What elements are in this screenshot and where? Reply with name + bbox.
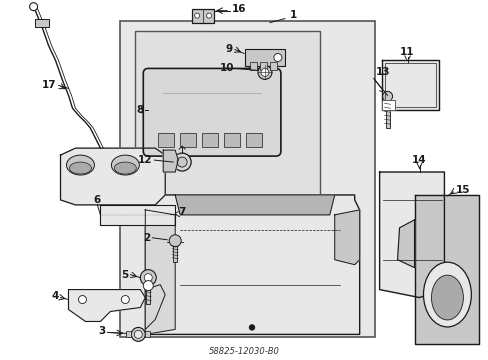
Text: 13: 13 bbox=[375, 67, 389, 77]
Text: 7: 7 bbox=[178, 207, 185, 217]
Ellipse shape bbox=[66, 155, 94, 175]
Text: 10: 10 bbox=[219, 63, 234, 73]
Circle shape bbox=[143, 280, 153, 291]
Polygon shape bbox=[145, 210, 175, 334]
Circle shape bbox=[194, 13, 199, 18]
Bar bbox=[269, 62, 276, 71]
Ellipse shape bbox=[430, 275, 463, 320]
Circle shape bbox=[273, 54, 281, 62]
Polygon shape bbox=[175, 195, 334, 215]
Bar bbox=[146, 285, 150, 303]
Bar bbox=[244, 49, 285, 67]
Circle shape bbox=[121, 296, 129, 303]
Text: 3: 3 bbox=[98, 327, 105, 336]
Bar bbox=[260, 62, 266, 71]
Circle shape bbox=[134, 330, 142, 338]
Ellipse shape bbox=[69, 162, 91, 174]
Circle shape bbox=[140, 270, 156, 285]
Text: 8: 8 bbox=[136, 105, 143, 115]
Polygon shape bbox=[163, 150, 178, 172]
Bar bbox=[135, 31, 319, 195]
Polygon shape bbox=[145, 285, 165, 329]
Bar bbox=[120, 21, 374, 337]
Text: 58825-12030-B0: 58825-12030-B0 bbox=[208, 347, 279, 356]
Bar bbox=[126, 332, 131, 337]
Bar bbox=[173, 242, 177, 262]
Circle shape bbox=[169, 235, 181, 247]
Polygon shape bbox=[379, 172, 444, 298]
Bar bbox=[385, 100, 389, 128]
Text: 11: 11 bbox=[400, 48, 414, 58]
Text: 6: 6 bbox=[94, 195, 101, 205]
Bar bbox=[202, 133, 218, 147]
Text: 15: 15 bbox=[454, 185, 469, 195]
Polygon shape bbox=[68, 289, 145, 321]
Polygon shape bbox=[381, 100, 394, 110]
Circle shape bbox=[206, 13, 211, 18]
Bar bbox=[158, 133, 174, 147]
Text: 16: 16 bbox=[232, 4, 246, 14]
Bar bbox=[249, 62, 256, 71]
Circle shape bbox=[249, 325, 254, 330]
Ellipse shape bbox=[111, 155, 139, 175]
Bar bbox=[35, 19, 48, 27]
Polygon shape bbox=[397, 220, 414, 268]
FancyBboxPatch shape bbox=[143, 68, 280, 156]
Circle shape bbox=[30, 3, 38, 11]
Circle shape bbox=[261, 68, 268, 76]
Text: 2: 2 bbox=[142, 233, 150, 243]
Circle shape bbox=[382, 91, 392, 101]
Text: 12: 12 bbox=[138, 155, 152, 165]
Circle shape bbox=[131, 328, 145, 341]
Polygon shape bbox=[100, 205, 175, 225]
Ellipse shape bbox=[423, 262, 470, 327]
Ellipse shape bbox=[114, 162, 136, 174]
Polygon shape bbox=[414, 195, 478, 345]
Polygon shape bbox=[334, 210, 359, 265]
Bar bbox=[192, 9, 214, 23]
Circle shape bbox=[173, 153, 191, 171]
Circle shape bbox=[177, 157, 187, 167]
Bar bbox=[245, 133, 262, 147]
Text: 1: 1 bbox=[289, 10, 297, 20]
Polygon shape bbox=[61, 148, 165, 205]
Polygon shape bbox=[381, 60, 439, 110]
Text: 17: 17 bbox=[42, 80, 57, 90]
Circle shape bbox=[258, 66, 271, 80]
Bar bbox=[145, 332, 150, 337]
Bar bbox=[180, 133, 196, 147]
Circle shape bbox=[78, 296, 86, 303]
Polygon shape bbox=[145, 195, 359, 334]
Text: 9: 9 bbox=[225, 44, 233, 54]
Text: 4: 4 bbox=[51, 291, 59, 301]
Bar bbox=[384, 63, 436, 107]
Text: 14: 14 bbox=[411, 155, 426, 165]
Circle shape bbox=[144, 274, 152, 282]
Bar bbox=[224, 133, 240, 147]
Text: 5: 5 bbox=[121, 270, 128, 280]
